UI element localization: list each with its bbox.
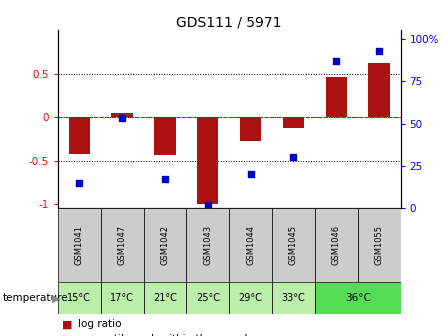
Text: 17°C: 17°C bbox=[110, 293, 134, 303]
Point bbox=[162, 177, 169, 182]
Text: temperature: temperature bbox=[2, 293, 68, 303]
Text: 33°C: 33°C bbox=[282, 293, 305, 303]
Bar bbox=[101, 208, 143, 282]
Text: log ratio: log ratio bbox=[78, 319, 121, 329]
Bar bbox=[315, 208, 358, 282]
Text: GSM1041: GSM1041 bbox=[75, 225, 84, 265]
Text: GSM1045: GSM1045 bbox=[289, 225, 298, 265]
Text: 25°C: 25°C bbox=[196, 293, 220, 303]
Text: 36°C: 36°C bbox=[345, 293, 371, 303]
Bar bbox=[229, 208, 272, 282]
Bar bbox=[58, 282, 101, 314]
Bar bbox=[197, 117, 218, 204]
Text: GSM1044: GSM1044 bbox=[246, 225, 255, 265]
Text: percentile rank within the sample: percentile rank within the sample bbox=[78, 334, 254, 336]
Bar bbox=[154, 117, 176, 155]
Point bbox=[376, 48, 383, 53]
Point bbox=[76, 180, 83, 185]
Point bbox=[247, 172, 254, 177]
Title: GDS111 / 5971: GDS111 / 5971 bbox=[176, 15, 282, 29]
Bar bbox=[272, 208, 315, 282]
Bar bbox=[101, 282, 143, 314]
Bar bbox=[240, 117, 261, 140]
Bar bbox=[186, 208, 229, 282]
Text: GSM1043: GSM1043 bbox=[203, 225, 212, 265]
Bar bbox=[368, 63, 390, 117]
Bar bbox=[186, 282, 229, 314]
Bar bbox=[326, 77, 347, 117]
Bar bbox=[272, 282, 315, 314]
Bar bbox=[143, 208, 186, 282]
Bar bbox=[58, 208, 101, 282]
Bar bbox=[111, 113, 133, 117]
Text: GSM1046: GSM1046 bbox=[332, 225, 341, 265]
Text: ■: ■ bbox=[62, 319, 73, 329]
Text: GSM1042: GSM1042 bbox=[161, 225, 170, 265]
Bar bbox=[69, 117, 90, 155]
Bar bbox=[315, 282, 400, 314]
Text: 21°C: 21°C bbox=[153, 293, 177, 303]
Bar bbox=[283, 117, 304, 128]
Text: 15°C: 15°C bbox=[67, 293, 91, 303]
Text: GSM1047: GSM1047 bbox=[117, 225, 126, 265]
Bar bbox=[143, 282, 186, 314]
Text: ■: ■ bbox=[62, 334, 73, 336]
Point bbox=[333, 58, 340, 64]
Point bbox=[118, 116, 125, 121]
Bar bbox=[358, 208, 400, 282]
Point bbox=[290, 155, 297, 160]
Point bbox=[204, 202, 211, 208]
Text: 29°C: 29°C bbox=[239, 293, 263, 303]
Bar bbox=[229, 282, 272, 314]
Text: ▶: ▶ bbox=[52, 293, 61, 303]
Text: GSM1055: GSM1055 bbox=[375, 225, 384, 265]
